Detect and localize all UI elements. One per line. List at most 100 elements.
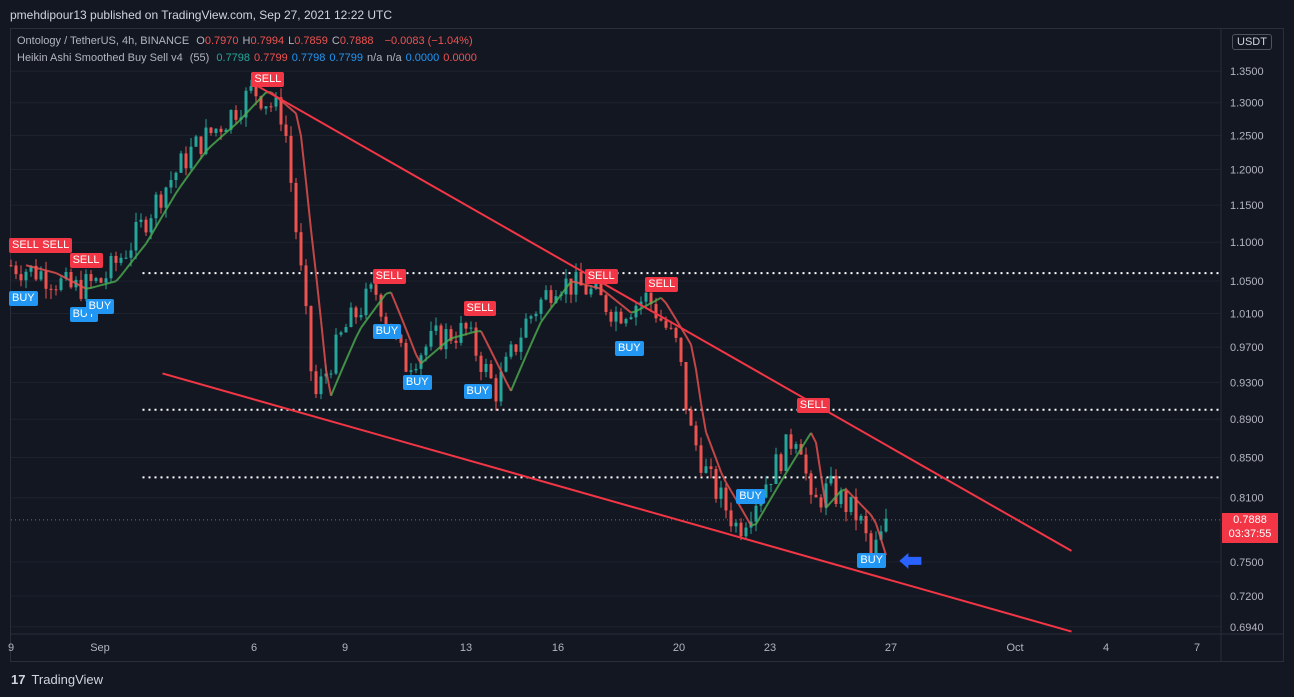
candle-body [504,356,508,372]
candle-body [864,515,868,534]
ha-smoothed-line [85,286,92,290]
chart-frame[interactable] [10,28,1284,662]
ha-smoothed-line [95,284,102,288]
sell-signal-tag[interactable]: SELL [69,253,103,269]
candle-body [654,304,658,319]
buy-signal-tag[interactable]: BUY [736,489,765,505]
sell-signal-tag[interactable]: SELL [251,71,285,87]
candle-body [174,172,178,181]
ha-smoothed-line [865,509,872,516]
ha-smoothed-line [535,321,542,334]
candle-body [544,290,548,300]
candle-body [374,284,378,295]
currency-unit-button[interactable]: USDT [1232,34,1272,50]
candle-body [874,539,878,554]
buy-signal-tag[interactable]: BUY [402,375,432,391]
trendline[interactable] [252,82,1072,552]
candle-body [89,274,93,281]
ha-smoothed-line [575,281,582,285]
candle-body [264,106,268,109]
time-tick-label: 4 [1103,642,1109,654]
buy-signal-tag[interactable]: BUY [9,291,38,307]
candle-body [169,180,173,188]
sell-signal-tag[interactable]: SELL [584,269,618,285]
candle-body [854,496,858,521]
candle-body [474,327,478,356]
candle-body [149,218,153,233]
ha-smoothed-line [445,337,452,343]
ha-smoothed-line [415,353,422,365]
candle-body [249,86,253,91]
ha-smoothed-line [540,314,547,323]
ha-smoothed-line [570,280,577,284]
candle-body [259,96,263,109]
sell-signal-tag[interactable]: SELL [796,397,830,413]
ha-smoothed-line [345,348,352,361]
candle-body [279,97,283,125]
ha-smoothed-line [650,299,657,305]
candle-body [644,292,648,302]
ha-smoothed-line [130,255,137,264]
buy-signal-tag[interactable]: BUY [857,552,887,568]
trendline[interactable] [162,372,1072,633]
chart-canvas[interactable]: 1.3500 1.3000 1.2500 1.2000 1.1500 1.1000 1.05… [0,0,1294,662]
buy-signal-tag[interactable]: BUY [463,384,493,400]
candle-body [624,319,628,324]
ha-smoothed-line [405,328,412,343]
sell-signal-tag[interactable]: SELL [9,237,42,253]
sell-signal-tag[interactable]: SELL [39,237,73,253]
ha-smoothed-line [490,350,497,362]
sell-signal-tag[interactable]: SELL [645,277,679,293]
candle-body [539,299,543,314]
ha-smoothed-line [220,132,227,138]
sell-signal-tag[interactable]: SELL [463,301,497,317]
price-tick-label: 1.2000 [1230,165,1264,177]
time-tick-label: 16 [552,642,564,654]
ha-smoothed-line [255,97,262,104]
ha-smoothed-line [410,341,417,355]
ha-smoothed-line [25,264,32,268]
candle-body [54,289,58,291]
price-tick-label: 1.1500 [1230,200,1264,212]
ha-smoothed-line [485,340,492,352]
price-tick-label: 1.0100 [1230,308,1264,320]
candle-body [289,135,293,183]
candle-body [384,316,388,324]
ha-smoothed-line [365,313,372,322]
price-tick-label: 0.8900 [1230,414,1264,426]
tradingview-logo[interactable]: 17 TradingView [11,672,103,687]
candle-body [629,317,633,320]
ha-smoothed-line [225,127,232,134]
price-tick-label: 1.3000 [1230,98,1264,110]
candle-body [674,327,678,338]
ha-smoothed-line [775,480,782,491]
buy-signal-tag[interactable]: BUY [85,299,115,315]
ha-smoothed-line [670,310,677,320]
ohlc-value: 0.7994 [250,35,285,47]
candle-body [214,128,218,133]
ha-smoothed-line [325,369,332,396]
candle-body [744,527,748,537]
candle-body [834,475,838,504]
sell-signal-tag[interactable]: SELL [372,269,406,285]
ha-smoothed-line [305,181,312,230]
last-price-value: 0.7888 [1233,513,1267,526]
ha-smoothed-line [260,91,267,99]
ha-smoothed-line [120,268,127,277]
buy-signal-tag[interactable]: BUY [372,323,402,339]
ha-smoothed-line [370,306,377,315]
buy-signal-tag[interactable]: BUY [615,340,644,356]
ha-smoothed-line [395,304,402,318]
candle-body [859,515,863,521]
ha-smoothed-line [685,335,692,345]
ha-smoothed-line [830,495,837,503]
ha-smoothed-line [420,358,427,365]
ha-smoothed-line [590,285,597,289]
ha-smoothed-line [235,118,242,125]
ha-smoothed-line [165,200,172,211]
ha-smoothed-line [105,281,112,285]
candle-body [704,466,708,473]
ha-smoothed-line [615,299,622,306]
candle-body [664,320,668,328]
ha-smoothed-line [195,157,202,166]
